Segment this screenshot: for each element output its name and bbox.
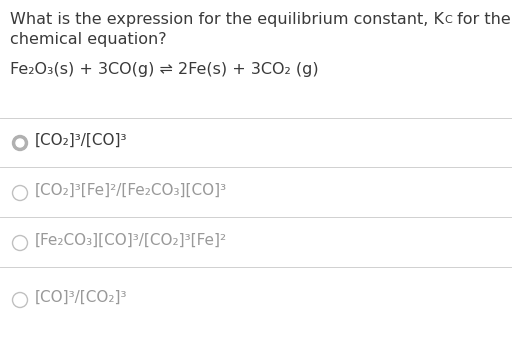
Text: [CO₂]³[Fe]²/[Fe₂CO₃][CO]³: [CO₂]³[Fe]²/[Fe₂CO₃][CO]³	[35, 183, 227, 198]
Text: What is the expression for the equilibrium constant, K: What is the expression for the equilibri…	[10, 12, 444, 27]
Text: [CO]³/[CO₂]³: [CO]³/[CO₂]³	[35, 290, 127, 305]
Circle shape	[12, 136, 28, 150]
Text: [Fe₂CO₃][CO]³/[CO₂]³[Fe]²: [Fe₂CO₃][CO]³/[CO₂]³[Fe]²	[35, 233, 227, 248]
Text: for the following: for the following	[452, 12, 512, 27]
Text: chemical equation?: chemical equation?	[10, 32, 166, 47]
Text: Fe₂O₃(s) + 3CO(g) ⇌ 2Fe(s) + 3CO₂ (g): Fe₂O₃(s) + 3CO(g) ⇌ 2Fe(s) + 3CO₂ (g)	[10, 62, 318, 77]
Circle shape	[16, 139, 24, 147]
Text: C: C	[444, 15, 452, 25]
Text: [CO₂]³/[CO]³: [CO₂]³/[CO]³	[35, 133, 127, 148]
